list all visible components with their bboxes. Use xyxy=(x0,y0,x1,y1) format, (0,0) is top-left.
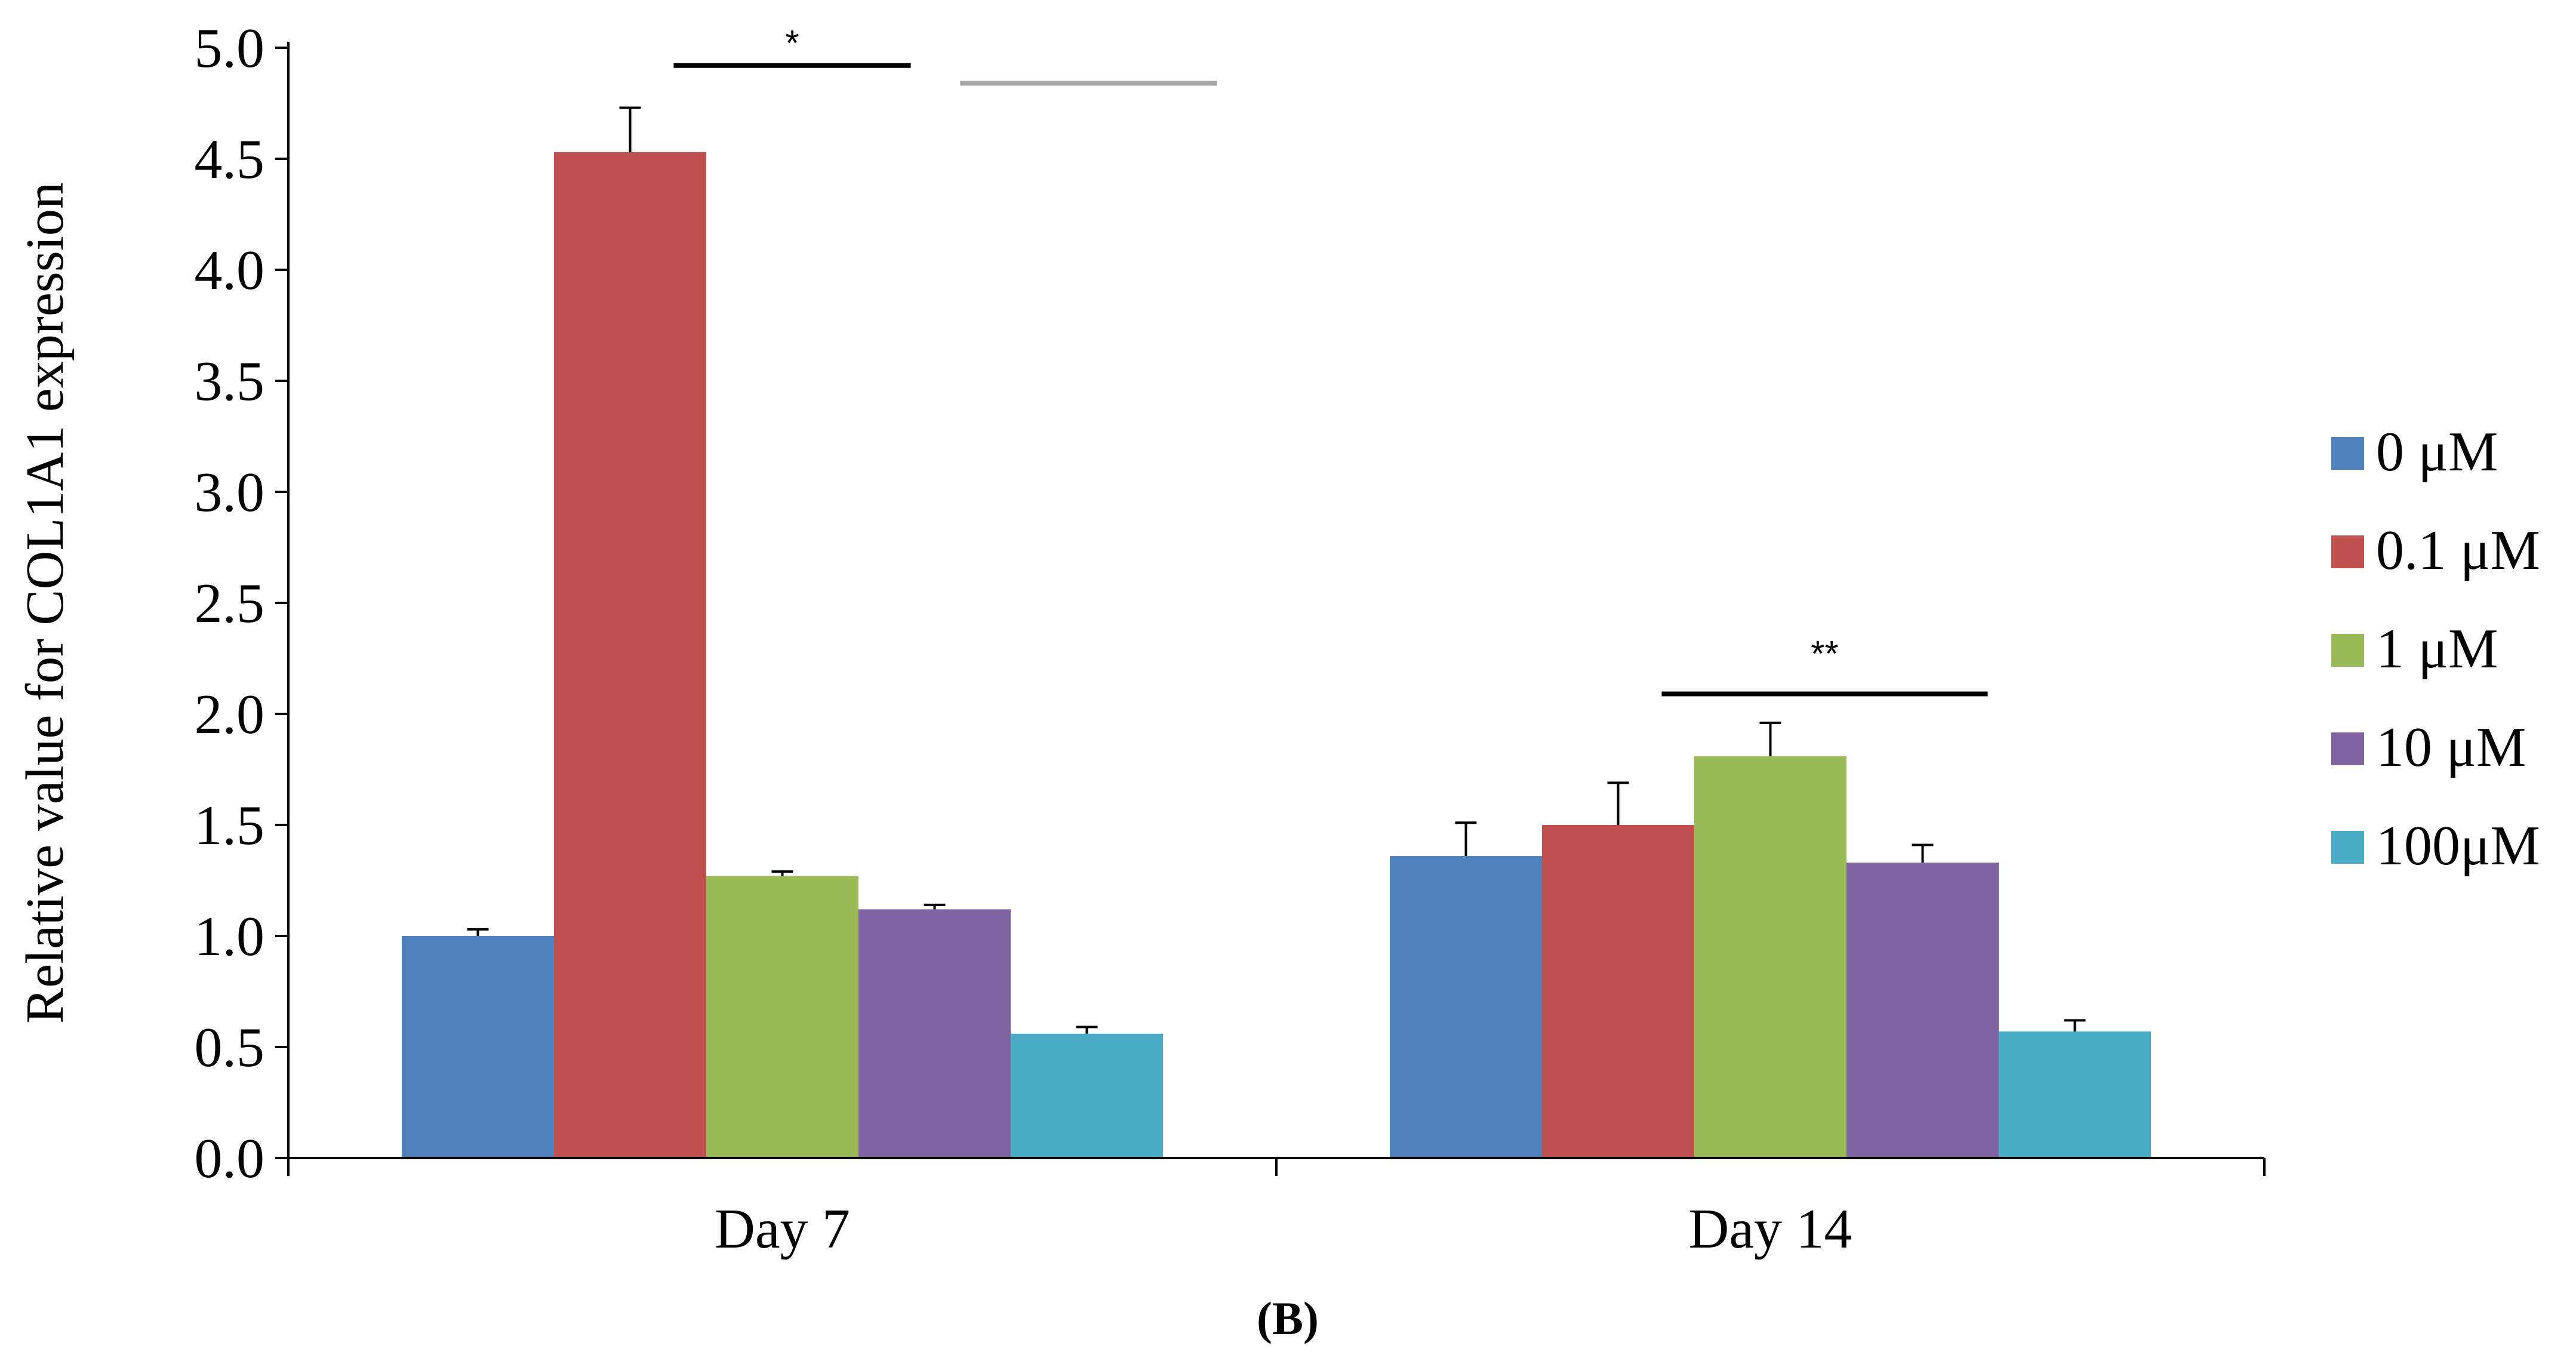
axes xyxy=(287,42,2266,1176)
figure-caption: (B) xyxy=(1257,1292,1319,1344)
y-tick-label: 4.0 xyxy=(195,239,265,301)
legend-label: 10 μM xyxy=(2376,716,2526,778)
legend-swatch xyxy=(2331,831,2364,864)
y-tick-label: 2.5 xyxy=(195,572,265,635)
legend-swatch xyxy=(2331,535,2364,568)
y-tick-label: 2.0 xyxy=(195,683,265,746)
legend: 0 μM 0.1 μM 1 μM 10 μM 100μM xyxy=(2331,421,2540,877)
y-tick-label: 4.5 xyxy=(195,128,265,190)
significance-label: ** xyxy=(1811,634,1839,674)
x-tick-label: Day 14 xyxy=(1688,1198,1852,1260)
bars xyxy=(402,152,2151,1159)
bar xyxy=(1846,863,1999,1158)
legend-label: 1 μM xyxy=(2376,618,2498,680)
bar xyxy=(706,876,858,1158)
y-tick-label: 1.5 xyxy=(195,794,265,857)
y-tick-label: 3.5 xyxy=(195,350,265,412)
legend-swatch xyxy=(2331,732,2364,765)
bar xyxy=(554,152,706,1159)
y-axis-ticks: 0.0 0.5 1.0 1.5 2.0 2.5 3.0 3.5 4.0 4.5 5.0 xyxy=(195,17,288,1190)
y-tick-label: 3.0 xyxy=(195,461,265,523)
y-axis-title: Relative value for COL1A1 expression xyxy=(16,182,75,1024)
error-bars xyxy=(467,106,2086,1034)
y-tick-label: 0.5 xyxy=(195,1017,265,1079)
bar xyxy=(1390,856,1542,1158)
x-tick-label: Day 7 xyxy=(715,1198,850,1260)
x-axis-category-labels: Day 7 Day 14 xyxy=(715,1198,1852,1260)
bar xyxy=(402,936,554,1158)
legend-swatch xyxy=(2331,437,2364,470)
legend-label: 0 μM xyxy=(2376,421,2498,483)
y-tick-label: 1.0 xyxy=(195,906,265,968)
significance-label: * xyxy=(785,23,799,63)
bar xyxy=(1542,825,1694,1158)
legend-swatch xyxy=(2331,634,2364,667)
bar xyxy=(1694,756,1846,1158)
y-tick-label: 5.0 xyxy=(195,17,265,79)
bar xyxy=(858,909,1011,1158)
y-tick-label: 0.0 xyxy=(195,1128,265,1190)
bar xyxy=(1011,1033,1163,1158)
significance-annotations: *** xyxy=(673,23,1988,697)
bar xyxy=(1999,1031,2151,1158)
legend-label: 0.1 μM xyxy=(2376,519,2540,581)
legend-label: 100μM xyxy=(2376,815,2540,877)
